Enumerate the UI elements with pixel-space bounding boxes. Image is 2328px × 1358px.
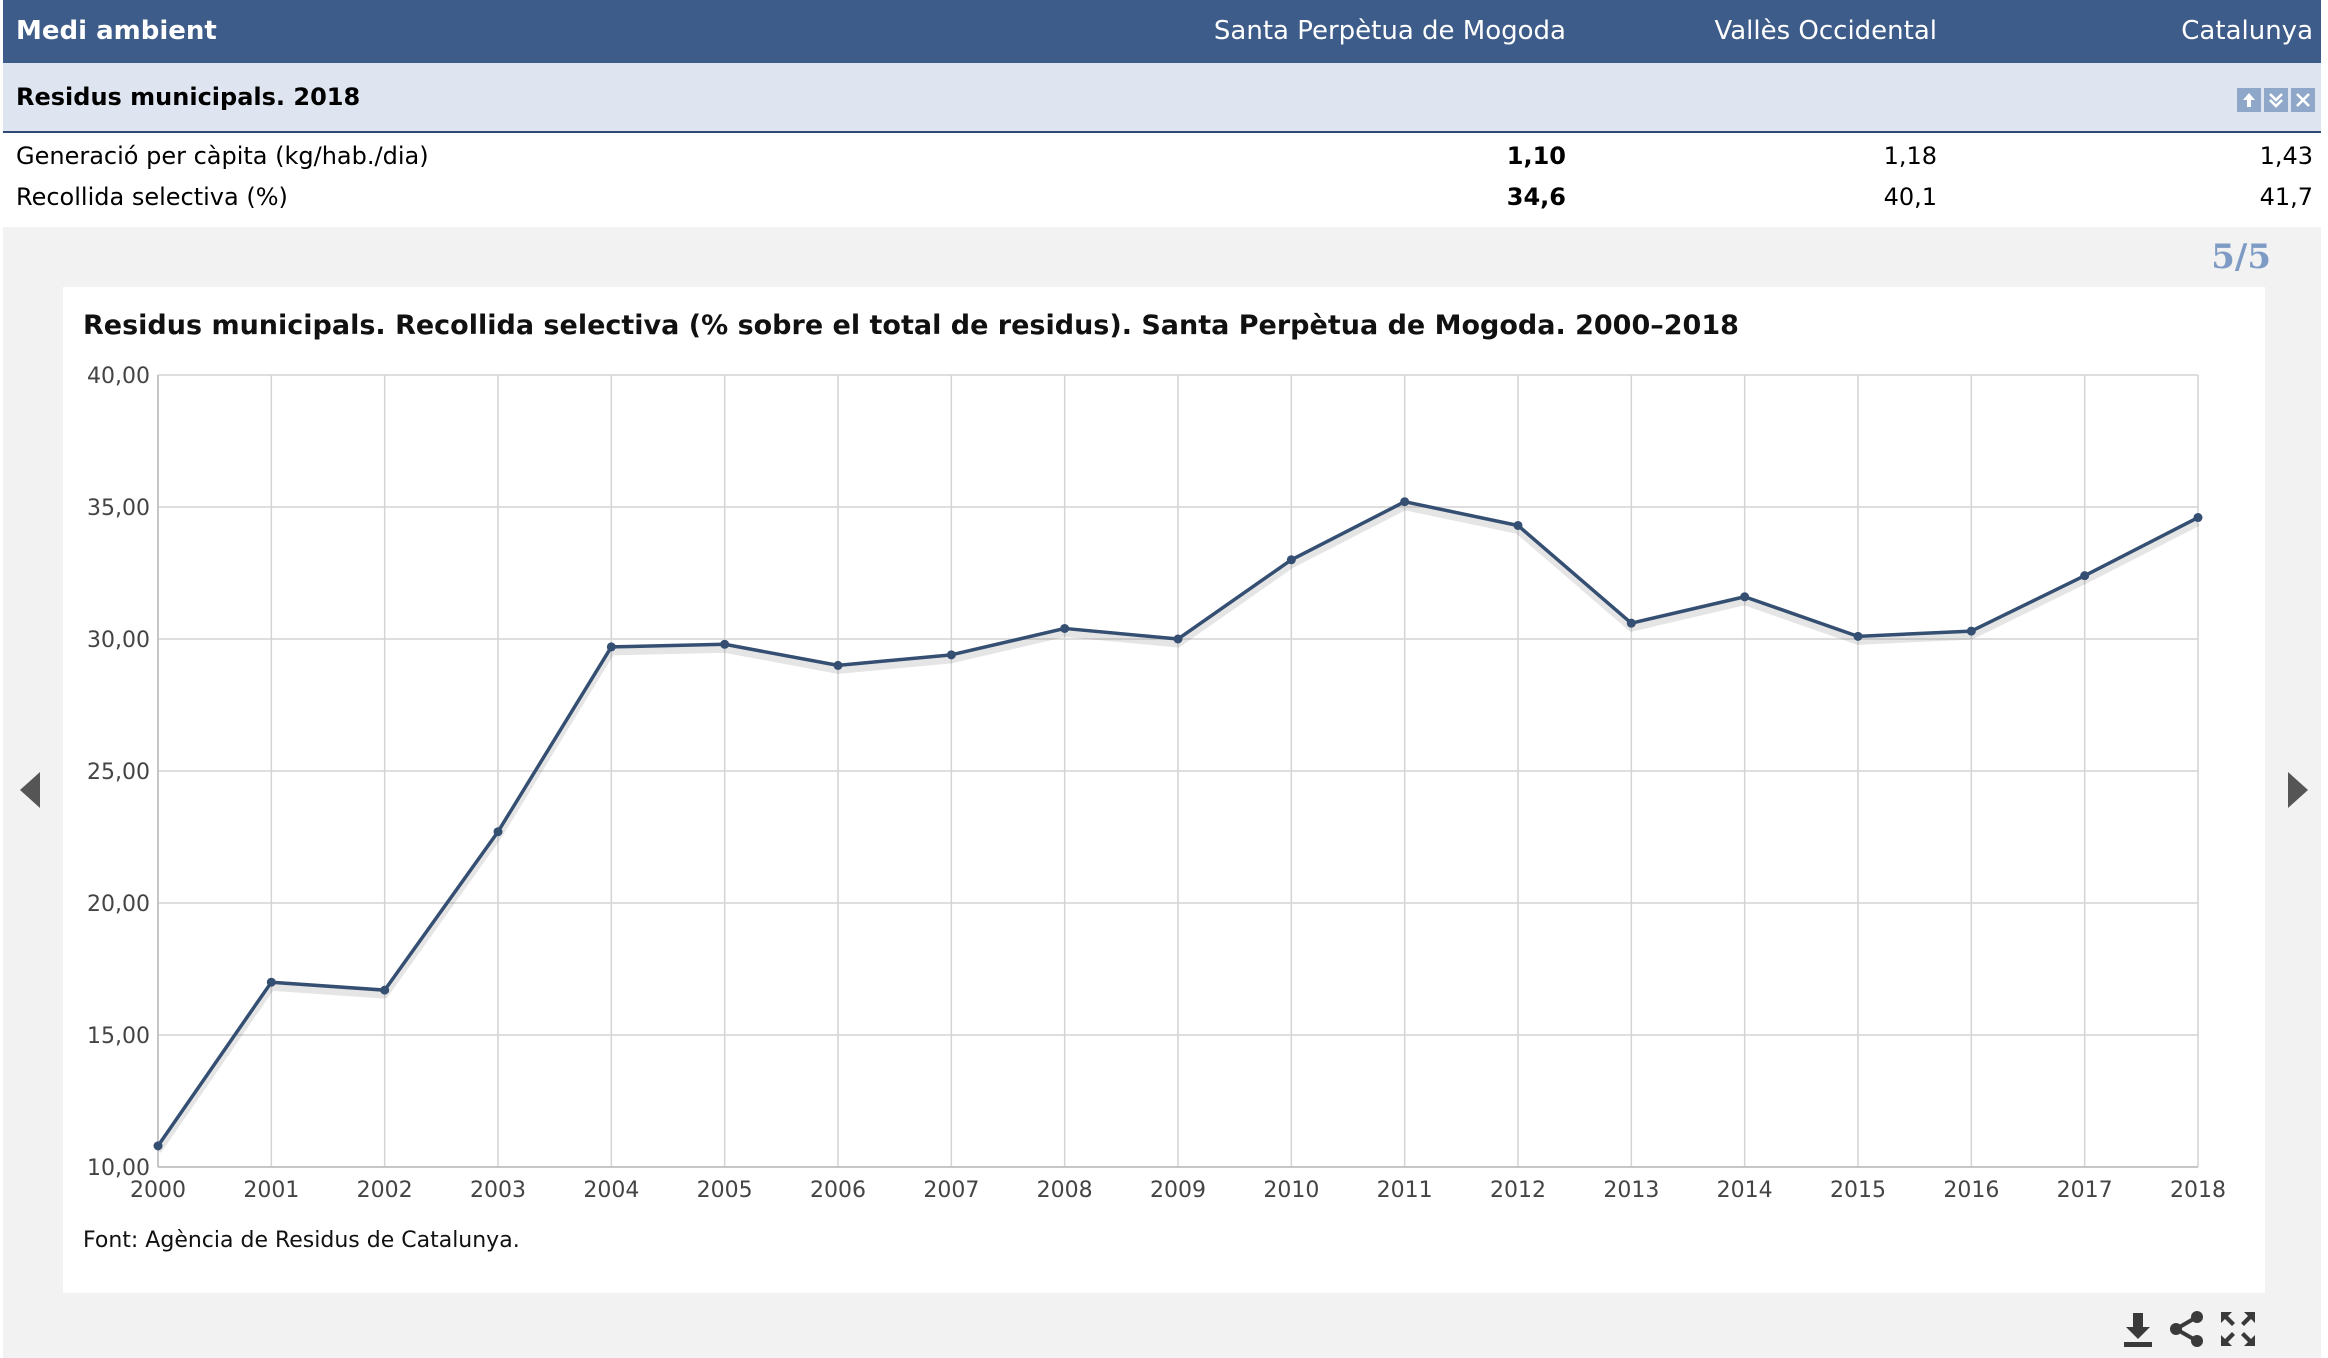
y-tick-label: 20,00 bbox=[87, 892, 150, 917]
data-point bbox=[833, 660, 843, 670]
line-chart: Residus municipals. Recollida selectiva … bbox=[83, 310, 2226, 1253]
data-point bbox=[1513, 520, 1523, 530]
column-header-municipality: Santa Perpètua de Mogoda bbox=[1213, 16, 1566, 46]
x-tick-label: 2008 bbox=[1037, 1178, 1093, 1203]
data-point bbox=[946, 650, 956, 660]
data-point bbox=[720, 639, 730, 649]
data-point bbox=[2193, 513, 2203, 523]
chart-container: Residus municipals. Recollida selectiva … bbox=[63, 287, 2265, 1293]
data-point bbox=[1853, 631, 1863, 641]
section-header: Residus municipals. 2018 bbox=[3, 63, 2321, 133]
triangle-left-icon[interactable] bbox=[20, 772, 40, 808]
row-label: Recollida selectiva (%) bbox=[16, 183, 288, 211]
x-axis-ticks: 2000 2001 2002 2003 2004 2005 2006 2007 2008 2009… bbox=[130, 1178, 2226, 1203]
x-tick-label: 2005 bbox=[697, 1178, 753, 1203]
x-tick-label: 2000 bbox=[130, 1178, 186, 1203]
table-row: Generació per càpita (kg/hab./dia) 1,10 … bbox=[3, 136, 2321, 176]
x-tick-label: 2002 bbox=[357, 1178, 413, 1203]
x-tick-label: 2009 bbox=[1150, 1178, 1206, 1203]
x-tick-label: 2012 bbox=[1490, 1178, 1546, 1203]
row-label: Generació per càpita (kg/hab./dia) bbox=[16, 142, 429, 170]
data-point bbox=[1626, 618, 1636, 628]
y-axis-ticks: 10,00 15,00 20,00 25,00 30,00 35,00 40,00 bbox=[87, 364, 150, 1181]
data-point bbox=[380, 985, 390, 995]
value-municipality: 1,10 bbox=[1506, 142, 1566, 170]
x-tick-label: 2006 bbox=[810, 1178, 866, 1203]
column-header-region: Catalunya bbox=[2181, 16, 2313, 46]
x-tick-label: 2015 bbox=[1830, 1178, 1886, 1203]
y-tick-label: 25,00 bbox=[87, 760, 150, 785]
close-icon[interactable] bbox=[2291, 88, 2315, 112]
share-icon[interactable] bbox=[2168, 1309, 2206, 1353]
value-county: 40,1 bbox=[1883, 183, 1937, 211]
value-county: 1,18 bbox=[1883, 142, 1937, 170]
y-tick-label: 35,00 bbox=[87, 496, 150, 521]
y-tick-label: 10,00 bbox=[87, 1156, 150, 1181]
y-tick-label: 15,00 bbox=[87, 1024, 150, 1049]
chart-title: Residus municipals. Recollida selectiva … bbox=[83, 310, 1739, 341]
download-icon[interactable] bbox=[2120, 1309, 2156, 1353]
chart-grid bbox=[157, 374, 2199, 1168]
table-header: Medi ambient Santa Perpètua de Mogoda Va… bbox=[3, 0, 2321, 63]
data-point bbox=[1966, 626, 1976, 636]
triangle-right-icon[interactable] bbox=[2288, 772, 2308, 808]
x-tick-label: 2013 bbox=[1603, 1178, 1659, 1203]
x-tick-label: 2017 bbox=[2057, 1178, 2113, 1203]
data-point bbox=[606, 642, 616, 652]
x-tick-label: 2016 bbox=[1943, 1178, 1999, 1203]
header-title: Medi ambient bbox=[16, 16, 217, 46]
arrow-up-icon[interactable] bbox=[2237, 88, 2261, 112]
y-tick-label: 30,00 bbox=[87, 628, 150, 653]
chart-series bbox=[153, 497, 2203, 1153]
data-point bbox=[1173, 634, 1183, 644]
x-tick-label: 2001 bbox=[243, 1178, 299, 1203]
fullscreen-icon[interactable] bbox=[2218, 1309, 2258, 1353]
x-tick-label: 2014 bbox=[1717, 1178, 1773, 1203]
data-point bbox=[493, 827, 503, 837]
value-municipality: 34,6 bbox=[1506, 183, 1566, 211]
value-region: 1,43 bbox=[2259, 142, 2313, 170]
x-tick-label: 2007 bbox=[923, 1178, 979, 1203]
column-header-county: Vallès Occidental bbox=[1714, 16, 1937, 46]
data-point bbox=[2080, 571, 2090, 581]
data-point bbox=[1286, 555, 1296, 565]
double-chevron-down-icon[interactable] bbox=[2264, 88, 2288, 112]
data-point bbox=[266, 977, 276, 987]
x-tick-label: 2018 bbox=[2170, 1178, 2226, 1203]
chart-source: Font: Agència de Residus de Catalunya. bbox=[83, 1228, 520, 1253]
data-point bbox=[153, 1141, 163, 1151]
pager-indicator: 5/5 bbox=[2211, 237, 2271, 277]
data-point bbox=[1400, 497, 1410, 507]
value-region: 41,7 bbox=[2259, 183, 2313, 211]
y-tick-label: 40,00 bbox=[87, 364, 150, 389]
x-tick-label: 2010 bbox=[1263, 1178, 1319, 1203]
data-point bbox=[1740, 592, 1750, 602]
data-point bbox=[1060, 623, 1070, 633]
x-tick-label: 2004 bbox=[583, 1178, 639, 1203]
x-tick-label: 2003 bbox=[470, 1178, 526, 1203]
table-row: Recollida selectiva (%) 34,6 40,1 41,7 bbox=[3, 177, 2321, 217]
series-line-shadow bbox=[155, 503, 2200, 1153]
x-tick-label: 2011 bbox=[1377, 1178, 1433, 1203]
section-controls bbox=[2237, 88, 2315, 112]
section-title: Residus municipals. 2018 bbox=[16, 83, 361, 111]
